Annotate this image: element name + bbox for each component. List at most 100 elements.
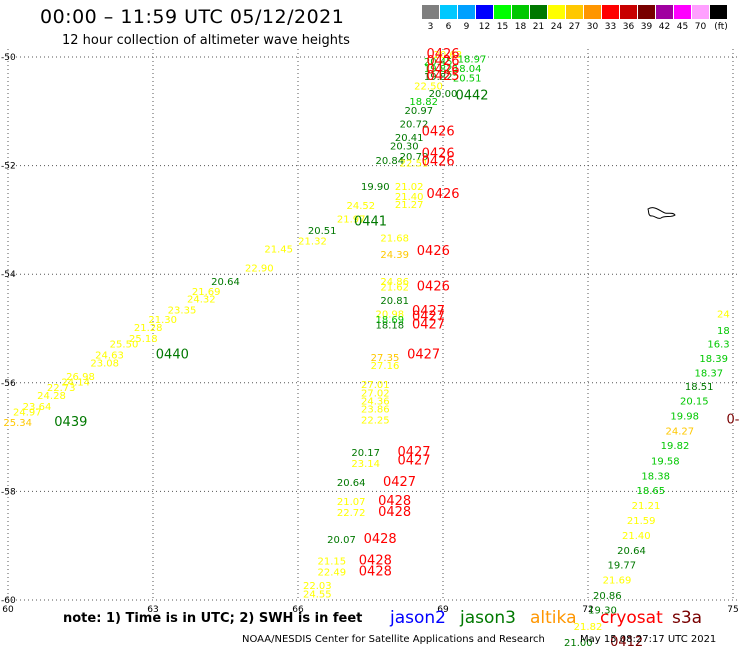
- swh-observation: 24.97: [13, 407, 42, 418]
- swh-observation: 23.14: [351, 459, 380, 470]
- color-bin-swatch: [548, 5, 565, 19]
- swh-observation: 21.40: [622, 531, 651, 542]
- lat-tick-label: -56: [1, 379, 16, 389]
- swh-observation: 21.82: [574, 622, 603, 633]
- swh-observation: 21.59: [627, 516, 656, 527]
- title: 00:00 – 11:59 UTC 05/12/2021: [40, 6, 345, 28]
- color-bin-swatch: [476, 5, 493, 19]
- color-bin-label: 39: [640, 22, 653, 32]
- color-bin-swatch: [440, 5, 457, 19]
- swh-observation: 27.16: [371, 361, 400, 372]
- swh-observation: 18.04: [453, 64, 482, 75]
- pass-time-label: 0427: [383, 475, 416, 490]
- pass-time-label: 0427: [412, 318, 445, 333]
- swh-observation: 19.82: [424, 64, 453, 75]
- swh-observation: 21.07: [337, 497, 366, 508]
- island-coastline: [647, 207, 676, 219]
- swh-observation: 20.63: [434, 50, 463, 61]
- pass-time-label: 0428: [378, 505, 411, 520]
- generation-timestamp: May 15 08:27:17 UTC 2021: [580, 634, 717, 645]
- swh-observation: 18.82: [409, 97, 438, 108]
- swh-observation: 21.32: [298, 236, 327, 247]
- color-bin-label: 42: [658, 22, 671, 32]
- swh-observation: 20.84: [376, 156, 405, 167]
- color-bin-swatch: [620, 5, 637, 19]
- color-bin-swatch: [512, 5, 529, 19]
- swh-observation: 23.35: [168, 305, 197, 316]
- swh-observation: 20.79: [400, 152, 429, 163]
- color-bin-swatch: [710, 5, 727, 19]
- swh-observation: 22.25: [361, 416, 390, 427]
- pass-time-label: 0426: [422, 146, 455, 161]
- swh-observation: 22.72: [337, 508, 366, 519]
- swh-observation: 22.03: [303, 581, 332, 592]
- swh-observation: 24.36: [361, 397, 390, 408]
- color-bin-label: 15: [496, 22, 509, 32]
- swh-observation: 20.45: [424, 57, 453, 68]
- pass-time-label: 0-: [727, 413, 740, 428]
- lat-tick-label: -50: [1, 53, 16, 63]
- swh-observation: 21.02: [395, 182, 424, 193]
- lat-tick-label: -58: [1, 487, 16, 497]
- satellite-cryosat-label: cryosat: [600, 608, 663, 628]
- footnote: note: 1) Time is in UTC; 2) SWH is in fe…: [63, 611, 363, 626]
- satellite-jason3-label: jason3: [460, 608, 516, 628]
- swh-observation: 25.50: [110, 340, 139, 351]
- color-bin-label: 3: [427, 22, 434, 32]
- pass-time-label: 0441: [354, 214, 387, 229]
- swh-observation: 20.64: [211, 277, 240, 288]
- lon-tick-label: 66: [292, 605, 304, 615]
- pass-time-label: 0426: [426, 54, 459, 69]
- pass-time-label: 0426: [422, 155, 455, 170]
- swh-observation: 26.98: [66, 372, 95, 383]
- swh-observation: 27.01: [361, 380, 390, 391]
- color-bin-label: 33: [604, 22, 617, 32]
- swh-observation: 18.65: [637, 486, 666, 497]
- pass-time-label: 0439: [54, 415, 87, 430]
- swh-observation: 20.98: [376, 310, 405, 321]
- swh-observation: 21.27: [395, 200, 424, 211]
- swh-observation: 21.69: [603, 576, 632, 587]
- swh-observation: 20.64: [617, 546, 646, 557]
- swh-observation: 20.86: [593, 591, 622, 602]
- swh-observation: 18.18: [376, 321, 405, 332]
- pass-time-label: 0427: [397, 453, 430, 468]
- swh-observation: 22.51: [400, 159, 429, 170]
- color-bin-swatch: [458, 5, 475, 19]
- pass-time-label: 0426: [426, 47, 459, 62]
- swh-observation: 19.30: [588, 606, 617, 617]
- swh-observation: 24.28: [37, 391, 66, 402]
- swh-observation: 21.69: [192, 287, 221, 298]
- color-bin-swatch: [422, 5, 439, 19]
- swh-observation: 19.58: [651, 456, 680, 467]
- swh-observation: 24.14: [61, 378, 90, 389]
- pass-time-label: 0426: [417, 279, 450, 294]
- subtitle: 12 hour collection of altimeter wave hei…: [62, 33, 350, 48]
- swh-observation: 22.50: [414, 82, 443, 93]
- color-bin-label: 6: [445, 22, 452, 32]
- swh-observation: 21.21: [632, 501, 661, 512]
- color-bin-swatch: [566, 5, 583, 19]
- lon-tick-label: 63: [147, 605, 158, 615]
- color-bin-swatch: [530, 5, 547, 19]
- swh-observation: 19.98: [670, 412, 699, 423]
- color-bin-swatch: [692, 5, 709, 19]
- color-bin-label: 21: [532, 22, 545, 32]
- lon-tick-label: 72: [582, 605, 593, 615]
- color-bin-swatch: [656, 5, 673, 19]
- swh-observation: 20.97: [405, 106, 434, 117]
- swh-observation: 20.64: [337, 478, 366, 489]
- swh-observation: 19.82: [661, 441, 690, 452]
- swh-observation: 24.39: [380, 250, 409, 261]
- lat-tick-label: -60: [1, 596, 16, 606]
- color-bin-swatch: [602, 5, 619, 19]
- pass-time-label: 0442: [455, 88, 488, 103]
- lon-tick-label: 60: [2, 605, 14, 615]
- swh-observation: 24.32: [187, 294, 216, 305]
- pass-time-label: 0440: [156, 347, 189, 362]
- swh-observation: 20.15: [680, 397, 709, 408]
- swh-observation: 23.86: [361, 405, 390, 416]
- color-bin-label: 45: [676, 22, 689, 32]
- pass-time-label: 0428: [359, 565, 392, 580]
